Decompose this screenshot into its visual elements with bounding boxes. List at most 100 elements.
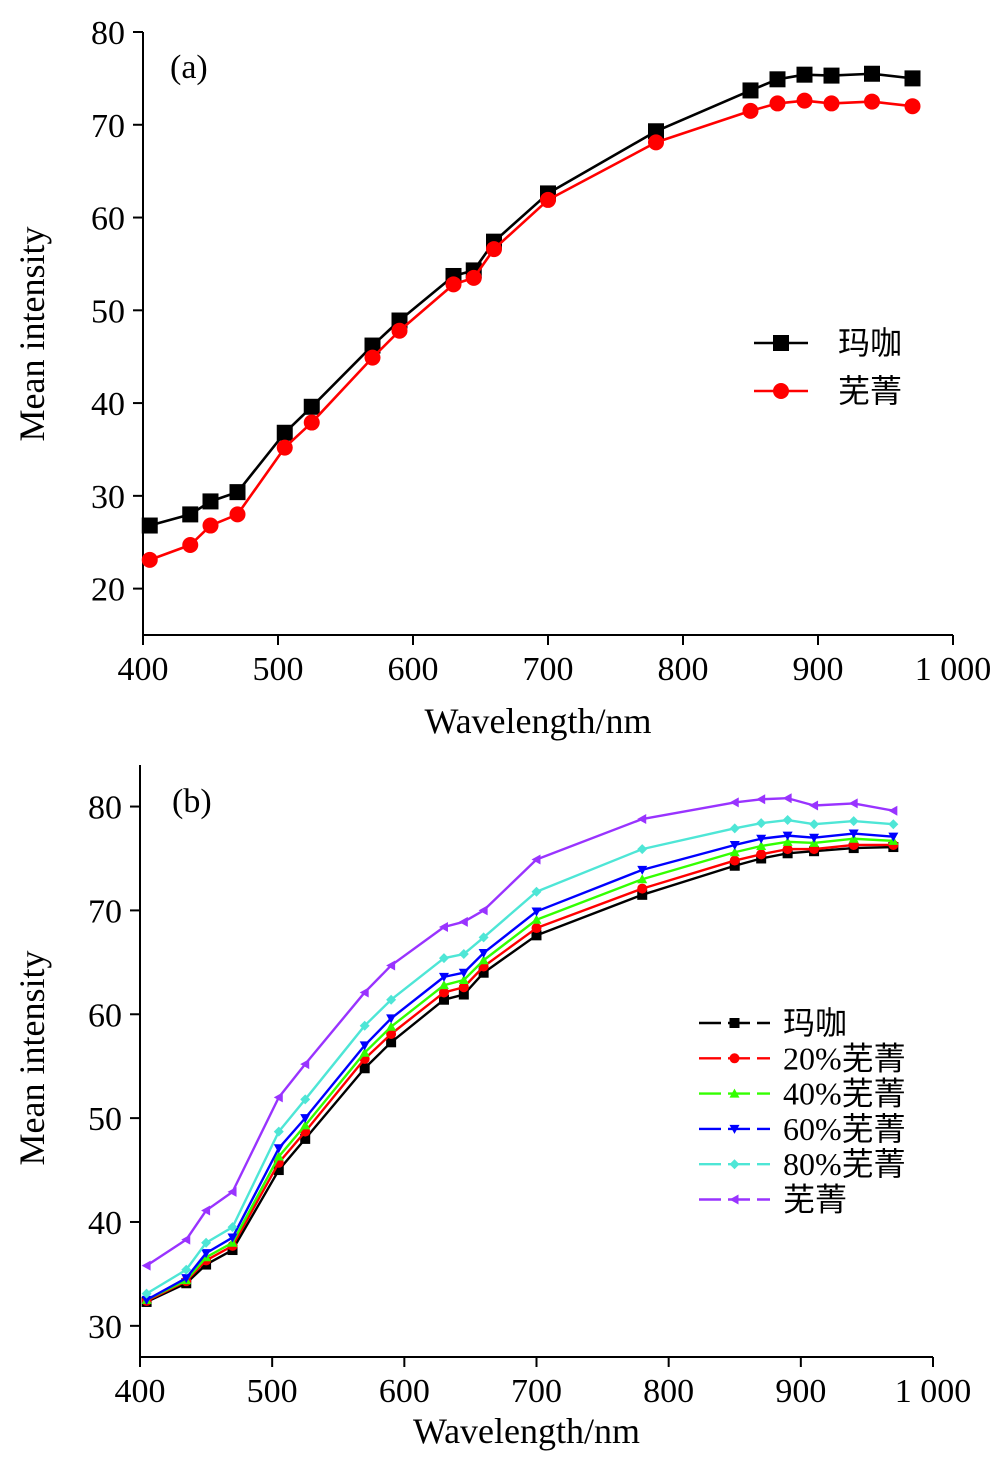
data-point <box>276 424 293 441</box>
data-point <box>742 102 759 119</box>
data-point <box>438 972 449 982</box>
x-tick-label: 900 <box>793 651 844 688</box>
data-point <box>637 889 648 900</box>
y-tick-label: 30 <box>88 1309 122 1346</box>
data-point <box>782 844 793 855</box>
series-series-5 <box>141 793 898 1271</box>
data-point <box>729 855 740 866</box>
data-point <box>742 82 759 99</box>
y-axis-title: Mean intensity <box>12 951 52 1166</box>
legend-label: 80%芜菁 <box>783 1146 906 1182</box>
legend-label: 40%芜菁 <box>783 1076 906 1112</box>
data-point <box>181 1234 191 1245</box>
data-point <box>531 854 541 865</box>
x-tick-label: 500 <box>253 651 304 688</box>
data-point <box>637 844 648 855</box>
y-tick-label: 50 <box>91 293 125 330</box>
data-point <box>438 953 449 964</box>
data-point <box>478 967 489 978</box>
data-point <box>438 987 449 998</box>
x-tick-label: 1 000 <box>895 1373 972 1410</box>
data-point <box>531 930 542 941</box>
legend-swatch-marker <box>729 1194 739 1205</box>
legend-label: 20%芜菁 <box>783 1040 906 1076</box>
data-point <box>458 968 469 978</box>
data-point <box>465 269 482 286</box>
data-point <box>386 1014 397 1024</box>
data-point <box>769 95 786 112</box>
data-point <box>888 805 898 816</box>
data-point <box>729 860 740 871</box>
data-point <box>648 134 664 151</box>
data-point <box>202 517 219 534</box>
data-point <box>181 1274 192 1284</box>
data-point <box>445 276 462 293</box>
y-tick-label: 60 <box>91 201 125 238</box>
data-point <box>756 849 767 860</box>
data-point <box>848 816 859 827</box>
legend-swatch-marker <box>729 1124 740 1134</box>
data-point <box>438 994 449 1005</box>
data-point <box>904 70 921 87</box>
data-point <box>273 1165 284 1176</box>
data-point <box>729 797 739 808</box>
legend-entry: 40%芜菁 <box>699 1076 906 1112</box>
data-point <box>273 1151 284 1161</box>
x-tick-label: 600 <box>379 1373 430 1410</box>
legend-entry: 60%芜菁 <box>699 1111 906 1147</box>
data-point <box>864 93 880 110</box>
chart-panel-b: 400 500 600 700 800 900 1 000 30 40 50 60 70 80 Wavel… <box>12 765 971 1451</box>
data-point <box>202 493 219 510</box>
data-point <box>386 1028 397 1039</box>
legend-swatch-marker <box>773 383 789 399</box>
data-point <box>141 551 158 568</box>
y-axis-title: Mean intensity <box>12 227 52 442</box>
legend-entry: 芜菁 <box>754 373 902 409</box>
data-point <box>386 994 397 1005</box>
data-point <box>729 823 740 834</box>
y-tick-label: 40 <box>88 1205 122 1242</box>
series-line <box>145 818 894 1295</box>
data-point <box>637 814 647 825</box>
data-point <box>486 241 502 258</box>
y-tick-label: 40 <box>91 386 125 423</box>
data-point <box>478 955 489 965</box>
y-tick-label: 50 <box>88 1101 122 1138</box>
data-point <box>531 886 542 897</box>
data-point <box>809 819 820 830</box>
series-line <box>146 837 894 1301</box>
y-tick-label: 30 <box>91 479 125 516</box>
data-point <box>359 987 369 998</box>
data-point <box>359 1047 370 1057</box>
y-tick-label: 20 <box>91 572 125 609</box>
data-point <box>823 67 840 84</box>
x-axis-title: Wavelength/nm <box>424 701 651 741</box>
legend-swatch-marker <box>729 1018 740 1028</box>
x-tick-label: 900 <box>775 1373 826 1410</box>
data-point <box>756 841 767 851</box>
data-point <box>201 1237 212 1248</box>
series-line <box>146 845 894 1304</box>
data-point <box>888 819 899 830</box>
legend-entry: 80%芜菁 <box>699 1146 906 1182</box>
data-point <box>796 66 813 83</box>
data-point <box>637 865 648 875</box>
data-point <box>300 1133 311 1144</box>
data-point <box>300 1094 311 1105</box>
data-point <box>796 92 813 109</box>
data-point <box>478 948 489 958</box>
data-point <box>531 923 542 934</box>
data-point <box>141 517 158 534</box>
legend-swatch-marker <box>729 1159 740 1170</box>
data-point <box>531 907 542 917</box>
x-tick-label: 1 000 <box>915 651 992 688</box>
data-point <box>303 398 320 415</box>
x-tick-label: 400 <box>118 651 169 688</box>
data-point <box>478 932 489 943</box>
data-point <box>300 1059 310 1070</box>
data-point <box>386 960 396 971</box>
data-point <box>229 506 246 523</box>
series-series-0 <box>141 65 921 534</box>
